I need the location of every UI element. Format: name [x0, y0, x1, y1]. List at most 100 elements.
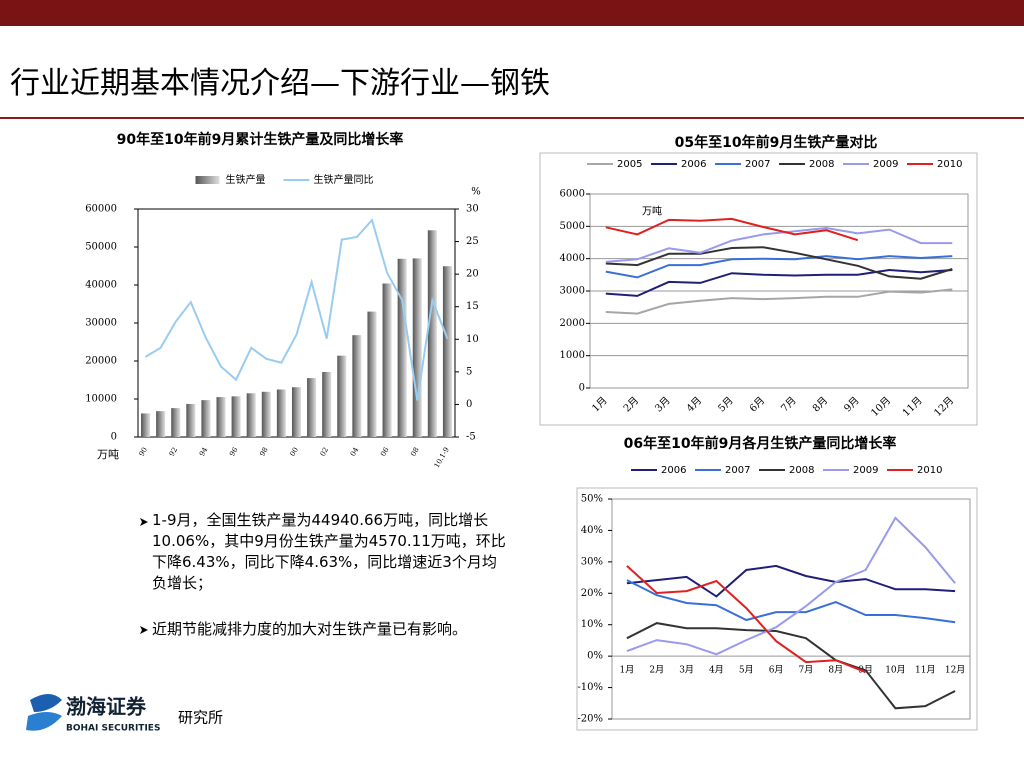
y-tick-label: 50% — [581, 494, 603, 505]
y-tick-label: 0 — [579, 383, 585, 394]
y-tick-label: 6000 — [560, 189, 585, 200]
y-tick-label: 60000 — [85, 204, 117, 215]
bar — [261, 391, 271, 437]
bar — [291, 387, 302, 437]
dept: 研究所 — [178, 709, 223, 727]
x-tick-label: 12月 — [932, 394, 957, 419]
y2-tick-label: 25 — [466, 236, 479, 247]
x-tick-label: 7月 — [779, 394, 799, 414]
bar — [156, 411, 166, 437]
x-tick-label: 3月 — [679, 665, 694, 676]
x-tick-label: 1月 — [590, 394, 610, 414]
bullet-arrow — [140, 626, 148, 634]
logo-mark — [30, 694, 62, 712]
legend-label: 2008 — [789, 465, 814, 476]
x-tick-label: 6月 — [747, 394, 767, 414]
bar — [171, 408, 181, 437]
legend-label: 2009 — [873, 159, 898, 170]
x-tick-label: 10月 — [869, 394, 894, 419]
bar — [231, 396, 241, 437]
bar — [307, 378, 317, 437]
logo-text-en: BOHAI SECURITIES — [66, 724, 160, 734]
bar — [352, 335, 362, 437]
bar — [442, 266, 452, 437]
bar — [367, 311, 377, 437]
x-tick-label: 6月 — [769, 665, 784, 676]
bar — [412, 258, 422, 437]
x-tick-label: 5月 — [716, 394, 736, 414]
x-tick-label: 4月 — [684, 394, 704, 414]
chart-title: 06年至10年前9月各月生铁产量同比增长率 — [624, 435, 897, 452]
series-line — [626, 622, 956, 710]
x-tick-label: 2月 — [649, 665, 664, 676]
bullet-arrow — [140, 518, 148, 526]
legend-label: 2006 — [661, 465, 686, 476]
x-tick-label: 92 — [168, 446, 179, 458]
y-tick-label: 30% — [581, 556, 603, 567]
slide-title: 行业近期基本情况介绍—下游行业—钢铁 — [10, 66, 550, 101]
bar — [186, 403, 196, 437]
series-line — [626, 579, 956, 624]
bar — [246, 393, 256, 437]
series-line — [605, 246, 953, 280]
x-tick-label: 8月 — [810, 394, 830, 414]
y2-tick-label: 0 — [466, 399, 472, 410]
y2-tick-label: 20 — [466, 269, 479, 280]
x-tick-label: 98 — [258, 446, 269, 458]
legend-label: 生铁产量同比 — [314, 173, 374, 186]
x-tick-label: 8月 — [828, 665, 843, 676]
y-tick-label: -20% — [577, 714, 603, 725]
chart-frame — [539, 152, 978, 426]
y2-tick-label: 30 — [466, 204, 479, 215]
x-tick-label: 11月 — [915, 665, 935, 676]
bar — [337, 355, 347, 437]
series-line — [626, 564, 956, 598]
x-tick-label: 2月 — [621, 394, 641, 414]
y-tick-label: 10000 — [85, 394, 117, 405]
plot-area — [611, 498, 971, 720]
y-tick-label: 0% — [587, 651, 603, 662]
x-tick-label: 02 — [319, 446, 330, 458]
legend-label: 生铁产量 — [226, 173, 266, 186]
series-line — [626, 565, 866, 674]
bar — [382, 283, 392, 437]
bar — [427, 230, 437, 437]
x-tick-label: 11月 — [900, 394, 925, 419]
top-bar — [0, 0, 1024, 26]
y-axis-label: 万吨 — [97, 448, 119, 461]
logo-mark — [26, 712, 62, 731]
y-tick-label: 20% — [581, 588, 603, 599]
x-tick-label: 10月 — [885, 665, 905, 676]
legend-label: 2009 — [853, 465, 878, 476]
x-tick-label: 90 — [138, 446, 149, 458]
y-tick-label: 0 — [111, 432, 117, 443]
x-tick-label: 04 — [349, 446, 361, 458]
chart-title: 90年至10年前9月累计生铁产量及同比增长率 — [117, 131, 404, 148]
chart-title: 05年至10年前9月生铁产量对比 — [675, 134, 878, 151]
y-tick-label: 50000 — [85, 242, 117, 253]
series-line — [605, 226, 953, 263]
y2-tick-label: 10 — [466, 334, 479, 345]
legend-swatch — [195, 176, 220, 184]
bar — [141, 413, 151, 437]
x-tick-label: 7月 — [799, 665, 814, 676]
series-line — [605, 255, 953, 279]
y-tick-label: 5000 — [560, 221, 585, 232]
series-line — [626, 516, 956, 656]
y-tick-label: 30000 — [85, 318, 117, 329]
x-tick-label: 10.1-9 — [433, 446, 451, 469]
x-tick-label: 00 — [289, 446, 300, 458]
y2-tick-label: -5 — [466, 432, 476, 443]
y2-tick-label: 15 — [466, 301, 479, 312]
legend-label: 2006 — [681, 159, 706, 170]
bar — [397, 258, 407, 437]
chart-frame — [576, 487, 978, 731]
x-tick-label: 94 — [198, 446, 210, 458]
bar — [201, 400, 211, 437]
x-tick-label: 96 — [228, 446, 240, 458]
x-tick-label: 06 — [379, 446, 391, 458]
bullet: 近期节能减排力度的加大对生铁产量已有影响。 — [152, 620, 468, 638]
y-tick-label: 4000 — [560, 253, 585, 264]
